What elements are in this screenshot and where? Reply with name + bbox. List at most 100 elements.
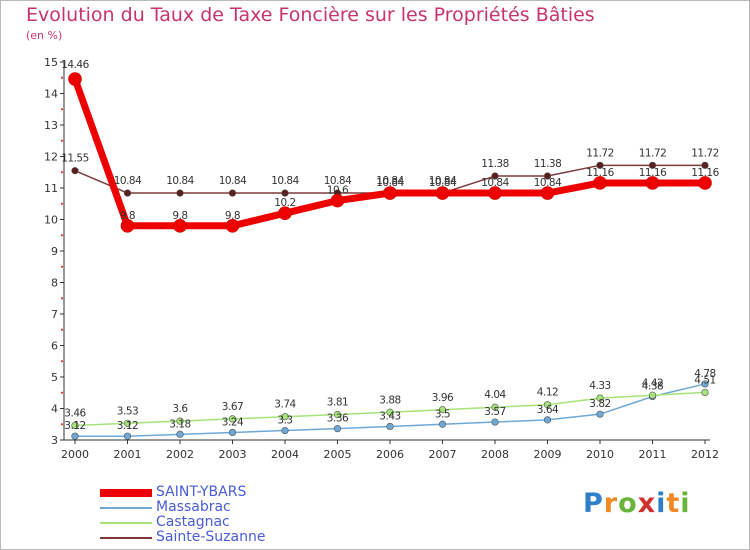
data-label: 3.5	[435, 408, 450, 420]
data-label: 3.3	[277, 415, 292, 427]
data-label: 9.8	[172, 210, 187, 222]
data-point	[281, 189, 289, 197]
data-label: 4.12	[537, 387, 558, 399]
legend-label: Massabrac	[156, 499, 231, 515]
x-tick-label: 2005	[324, 448, 352, 461]
chart-legend: SAINT-YBARS Massabrac Castagnac Sainte-S…	[100, 485, 265, 545]
y-minor-dot	[60, 360, 64, 363]
data-label: 14.46	[61, 59, 89, 71]
data-point	[278, 206, 292, 220]
x-tick-label: 2009	[534, 448, 562, 461]
logo-letter: t	[666, 488, 681, 519]
data-point	[386, 408, 394, 416]
data-label: 10.84	[429, 177, 457, 189]
data-label: 3.12	[117, 420, 138, 432]
data-label: 4.38	[642, 381, 663, 393]
legend-label: Castagnac	[156, 514, 230, 530]
x-tick-label: 2004	[271, 448, 299, 461]
data-point	[176, 430, 184, 438]
data-point	[228, 415, 237, 423]
data-label: 3.64	[537, 404, 559, 416]
data-point	[648, 161, 657, 169]
data-point	[593, 176, 607, 190]
x-tick-label: 2010	[586, 448, 614, 461]
data-point	[123, 189, 132, 197]
x-tick-label: 2001	[114, 448, 142, 461]
x-tick-label: 2011	[639, 448, 667, 461]
y-tick-label: 15	[44, 56, 58, 69]
data-point	[386, 422, 394, 431]
data-label: 3.67	[222, 401, 243, 413]
y-tick-label: 7	[51, 308, 58, 321]
y-tick-label: 9	[51, 245, 58, 258]
y-tick-label: 13	[44, 119, 58, 132]
y-tick-label: 14	[44, 88, 58, 101]
data-label: 3.24	[222, 416, 244, 428]
y-minor-dot	[60, 139, 64, 142]
data-label: 10.84	[429, 175, 457, 187]
data-label: 4.04	[484, 389, 506, 401]
data-point	[543, 401, 552, 409]
data-label: 10.84	[481, 177, 509, 189]
data-point	[701, 380, 709, 388]
data-point	[333, 410, 342, 419]
data-point	[228, 189, 237, 197]
data-label: 10.84	[376, 177, 404, 189]
data-point	[333, 425, 342, 433]
y-minor-dot	[60, 423, 64, 426]
data-label: 3.96	[432, 392, 454, 404]
data-point	[120, 219, 135, 233]
data-point	[228, 428, 237, 437]
data-label: 3.46	[64, 408, 86, 420]
data-label: 9.8	[225, 210, 240, 222]
legend-item-massabrac[interactable]: Massabrac	[100, 500, 265, 515]
data-point	[123, 419, 132, 427]
chart-subtitle: (en %)	[26, 29, 63, 42]
y-tick-label: 5	[51, 371, 58, 384]
chart-title: Evolution du Taux de Taxe Foncière sur l…	[26, 4, 595, 26]
logo-letter: P	[583, 488, 604, 519]
data-point	[701, 388, 709, 397]
y-minor-dot	[60, 76, 64, 79]
data-point	[281, 426, 289, 435]
data-point	[435, 186, 450, 200]
data-point	[176, 417, 184, 425]
y-tick-label: 4	[51, 403, 58, 416]
y-tick-label: 8	[51, 277, 58, 290]
data-point	[698, 176, 712, 190]
data-label: 10.84	[271, 175, 299, 187]
legend-label: Sainte-Suzanne	[156, 529, 266, 545]
data-label: 10.84	[114, 175, 142, 187]
data-point	[491, 172, 499, 180]
data-label: 9.8	[120, 210, 135, 222]
data-point	[488, 186, 502, 200]
data-label: 10.6	[327, 185, 349, 197]
data-label: 10.84	[324, 175, 352, 187]
data-point	[491, 418, 499, 426]
data-label: 3.88	[379, 394, 400, 406]
data-point	[383, 186, 397, 200]
legend-item-castagnac[interactable]: Castagnac	[100, 515, 265, 530]
logo-letter: r	[603, 488, 619, 519]
legend-item-sainte-suzanne[interactable]: Sainte-Suzanne	[100, 530, 265, 545]
legend-item-saint-ybars[interactable]: SAINT-YBARS	[100, 485, 265, 500]
data-label: 11.16	[691, 167, 719, 179]
data-point	[281, 413, 289, 421]
data-point	[438, 406, 447, 414]
data-label: 10.84	[219, 175, 247, 187]
data-label: 4.33	[589, 380, 610, 392]
data-label: 11.55	[61, 153, 89, 165]
proxiti-logo: Proxiti	[583, 488, 691, 519]
y-tick-label: 12	[44, 151, 58, 164]
data-point	[596, 410, 604, 418]
x-tick-label: 2007	[429, 448, 457, 461]
legend-swatch	[100, 521, 152, 524]
logo-letter: i	[680, 488, 691, 519]
data-label: 4.51	[694, 374, 715, 386]
x-tick-label: 2002	[166, 448, 194, 461]
x-tick-label: 2012	[691, 448, 719, 461]
data-point	[330, 193, 345, 208]
data-label: 10.84	[376, 175, 404, 187]
y-tick-label: 11	[44, 182, 58, 195]
